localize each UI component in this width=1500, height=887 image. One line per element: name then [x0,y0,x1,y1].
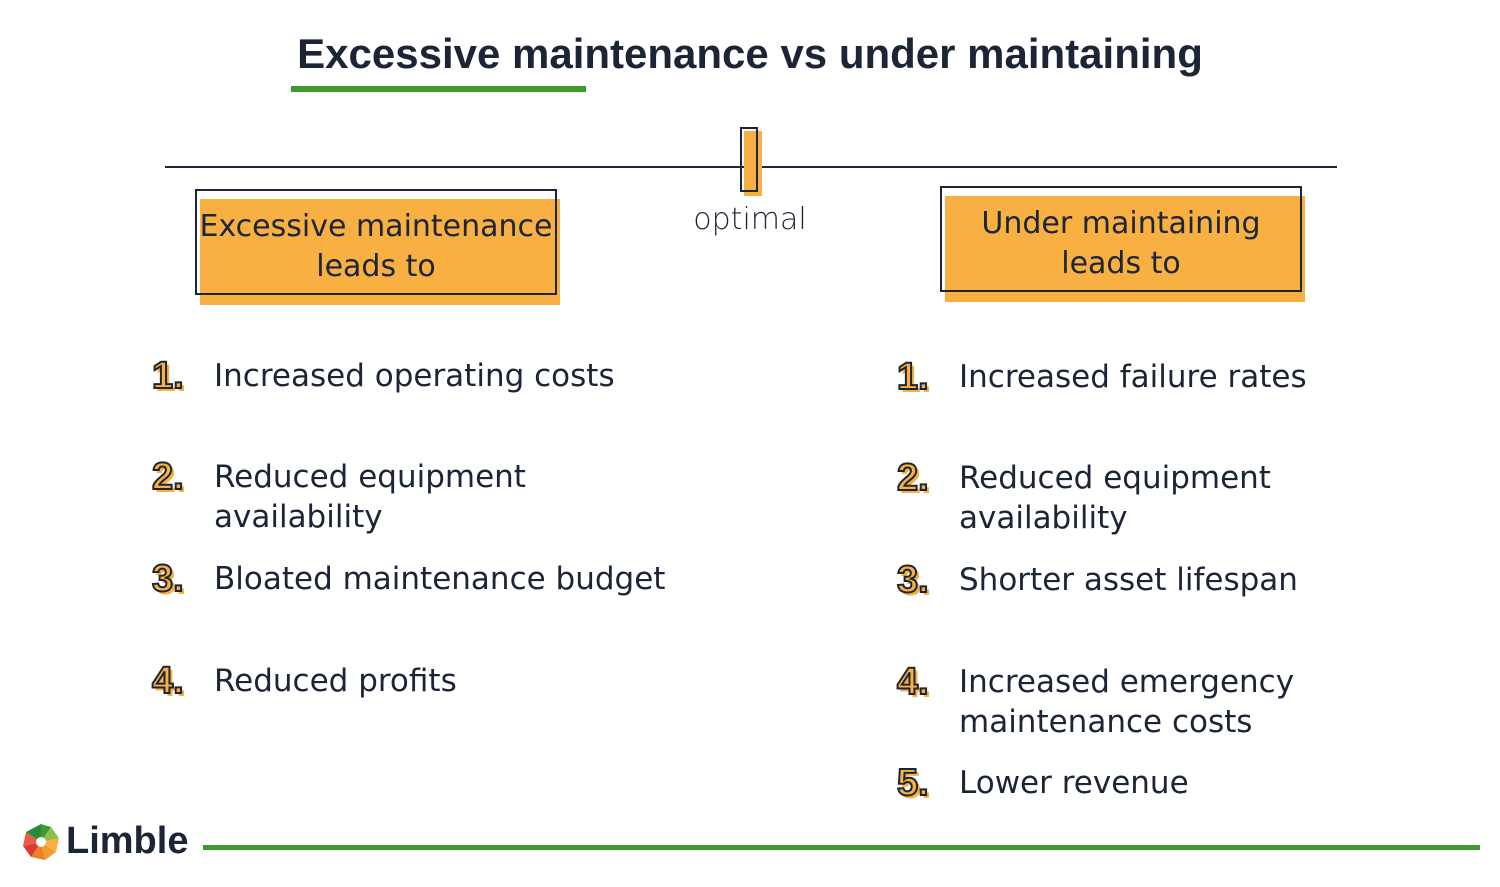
logo-text: Limble [66,820,189,862]
list-item: 3. Shorter asset lifespan [896,559,1298,601]
list-item: 2. Reduced equipment availability [151,456,572,537]
list-item: 3. Bloated maintenance budget [151,558,666,600]
left-heading-line1: Excessive maintenance [199,209,553,244]
list-item: 4. Reduced profits [151,660,457,702]
right-heading-line1: Under maintaining [981,206,1261,241]
item-text: Reduced profits [214,663,457,699]
item-number: 3. [151,558,185,600]
item-number: 3. [896,559,930,601]
left-heading-box: Excessive maintenance leads to [195,189,560,305]
right-heading-box: Under maintaining leads to [940,186,1305,302]
item-text: Increased emergency maintenance costs [959,664,1295,740]
limble-logo: Limble [22,820,188,863]
item-text: Increased operating costs [214,358,615,394]
list-item: 1. Increased failure rates [896,356,1307,398]
item-text: Reduced equipment availability [214,459,526,535]
item-number: 4. [896,661,930,703]
page-title: Excessive maintenance vs under maintaini… [297,30,1203,77]
optimal-marker [740,127,762,196]
list-item: 2. Reduced equipment availability [896,457,1299,538]
item-text: Bloated maintenance budget [214,561,666,597]
item-number: 5. [896,762,930,804]
item-number: 2. [151,456,185,498]
item-number: 1. [151,355,185,397]
item-number: 2. [896,457,930,499]
gear-logo-icon [23,823,59,860]
right-heading-line2: leads to [1061,246,1181,281]
item-text: Increased failure rates [959,359,1307,395]
optimal-label: optimal [693,202,807,237]
title-underline [291,86,586,92]
item-text: Shorter asset lifespan [959,562,1298,598]
footer-line [203,845,1480,850]
item-text: Reduced equipment availability [959,460,1271,536]
list-item: 5. Lower revenue [896,762,1189,804]
item-text: Lower revenue [959,765,1189,801]
item-number: 1. [896,356,930,398]
left-heading-line2: leads to [316,249,436,284]
item-number: 4. [151,660,185,702]
list-item: 4. Increased emergency maintenance costs [896,661,1319,742]
list-item: 1. Increased operating costs [151,355,615,397]
